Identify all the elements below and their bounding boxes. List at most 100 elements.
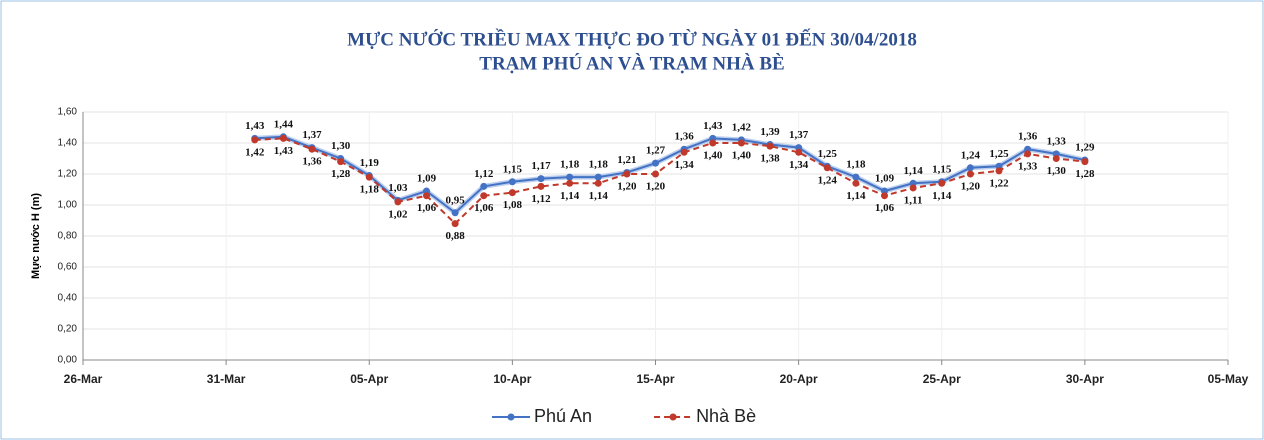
point (508, 178, 516, 186)
data-label: 1,14 (560, 190, 580, 202)
point (852, 173, 860, 181)
point (795, 148, 803, 156)
data-label: 1,14 (932, 190, 952, 202)
x-tick-label: 05-May (1208, 372, 1249, 386)
point (451, 209, 459, 217)
data-label: 0,95 (446, 194, 466, 206)
data-label: 1,39 (760, 126, 780, 138)
data-label: 1,43 (274, 145, 294, 157)
data-label: 1,28 (1075, 168, 1095, 180)
data-label: 1,11 (904, 194, 923, 206)
point (938, 179, 946, 187)
point (737, 139, 745, 147)
data-label: 1,25 (818, 148, 838, 160)
point (308, 145, 316, 153)
data-label: 1,40 (732, 150, 752, 162)
data-label: 1,25 (989, 148, 1009, 160)
y-tick-label: 1,60 (58, 107, 78, 118)
point (823, 164, 831, 172)
point (251, 136, 259, 144)
y-tick-label: 1,20 (58, 169, 78, 180)
point (566, 173, 574, 181)
data-label: 1,14 (589, 190, 609, 202)
y-tick-label: 1,00 (58, 200, 78, 211)
point (508, 189, 516, 197)
data-label: 1,18 (846, 159, 866, 171)
data-label: 1,27 (646, 145, 666, 157)
data-label: 1,36 (1018, 131, 1038, 143)
data-label: 1,20 (617, 181, 637, 193)
x-tick-label: 25-Apr (923, 372, 961, 386)
data-label: 0,88 (446, 230, 466, 242)
data-label: 1,20 (646, 181, 666, 193)
data-label: 1,30 (331, 140, 351, 152)
point (566, 179, 574, 187)
x-tick-label: 10-Apr (493, 372, 531, 386)
data-label: 1,42 (732, 121, 752, 133)
data-label: 1,09 (417, 173, 437, 185)
point (337, 158, 345, 166)
y-axis-label: Mực nước H (m) (30, 193, 42, 279)
data-label: 1,22 (989, 177, 1009, 189)
data-label: 1,28 (331, 168, 351, 180)
y-tick-label: 1,40 (58, 138, 78, 149)
data-label: 1,38 (760, 153, 780, 165)
point (1081, 158, 1089, 166)
data-label: 1,33 (1047, 135, 1067, 147)
x-tick-label: 05-Apr (350, 372, 388, 386)
point (852, 179, 860, 187)
data-label: 1,21 (617, 154, 636, 166)
legend-marker (669, 413, 677, 421)
y-tick-label: 0,80 (58, 231, 78, 242)
point (480, 192, 488, 200)
data-label: 1,42 (245, 146, 265, 158)
data-label: 1,12 (531, 193, 551, 205)
data-label: 1,03 (388, 182, 408, 194)
data-label: 1,18 (360, 184, 380, 196)
y-tick-label: 0,40 (58, 293, 78, 304)
data-label: 1,20 (961, 181, 981, 193)
point (537, 182, 545, 190)
data-label: 1,12 (474, 168, 494, 180)
point (966, 164, 974, 172)
point (766, 142, 774, 150)
point (680, 148, 688, 156)
data-label: 1,14 (846, 190, 866, 202)
data-label: 1,08 (503, 199, 523, 211)
point (623, 170, 631, 178)
data-label: 1,33 (1018, 160, 1038, 172)
data-label: 1,06 (474, 202, 494, 214)
x-tick-label: 20-Apr (780, 372, 818, 386)
data-label: 1,02 (388, 208, 408, 220)
point (1024, 150, 1032, 158)
data-label: 1,29 (1075, 142, 1095, 154)
point (1052, 155, 1060, 162)
data-label: 1,15 (503, 163, 523, 175)
data-label: 1,19 (360, 157, 380, 169)
data-label: 1,18 (560, 159, 580, 171)
point (423, 192, 430, 200)
point (365, 173, 373, 181)
series-line (254, 135, 1086, 215)
data-label: 1,24 (818, 174, 838, 186)
chart-subtitle: TRẠM PHÚ AN VÀ TRẠM NHÀ BÈ (479, 52, 784, 74)
point (480, 182, 488, 190)
point (594, 179, 602, 187)
data-label: 1,24 (961, 149, 981, 161)
point (594, 173, 602, 181)
x-tick-label: 15-Apr (636, 372, 674, 386)
data-label: 1,36 (302, 156, 322, 168)
data-label: 1,18 (589, 159, 609, 171)
data-label: 1,36 (675, 131, 695, 143)
data-label: 1,14 (904, 165, 924, 177)
point (966, 170, 974, 178)
series-line (254, 137, 1085, 225)
data-label: 1,06 (417, 202, 437, 214)
data-label: 1,06 (875, 202, 895, 214)
y-tick-label: 0,60 (58, 262, 78, 273)
data-label: 1,09 (875, 173, 895, 185)
point (279, 134, 287, 142)
point (652, 159, 659, 167)
